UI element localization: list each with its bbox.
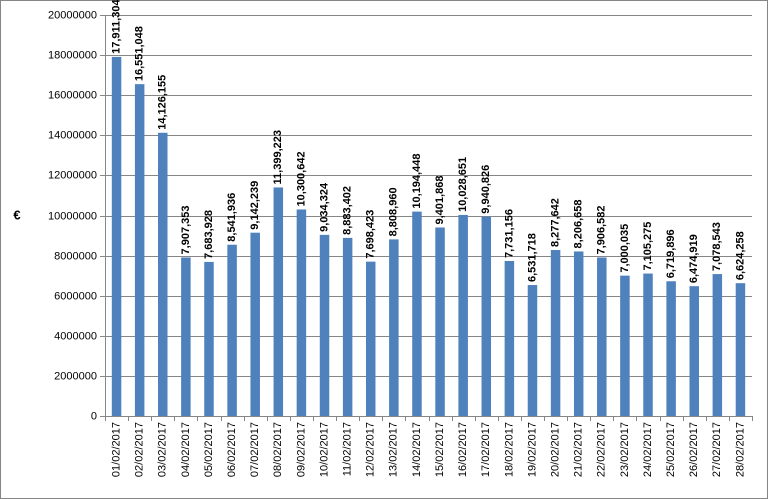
data-label: 6,531,718 (526, 233, 538, 282)
data-label: 14,126,155 (157, 75, 169, 130)
y-axis-label: € (13, 207, 20, 222)
x-tick-label: 19/02/2017 (526, 422, 538, 477)
x-tick-label: 23/02/2017 (619, 422, 631, 477)
bar (342, 237, 353, 416)
data-label: 8,206,658 (573, 200, 585, 249)
bar (296, 209, 307, 416)
bar (250, 232, 260, 416)
bar (111, 56, 122, 416)
x-tick-label: 06/02/2017 (226, 422, 238, 477)
bar (389, 239, 399, 416)
bar (204, 261, 214, 416)
y-tick-label: 12000000 (48, 169, 97, 181)
y-tick-label: 2000000 (54, 370, 97, 382)
data-label: 10,194,448 (411, 154, 423, 209)
x-tick-label: 13/02/2017 (388, 422, 400, 477)
y-tick-label: 6000000 (54, 290, 97, 302)
data-label: 7,906,582 (596, 206, 608, 255)
data-label: 6,719,896 (665, 229, 677, 278)
x-tick-label: 11/02/2017 (342, 422, 354, 476)
x-tick-label: 09/02/2017 (295, 422, 307, 477)
x-tick-label: 22/02/2017 (596, 422, 608, 477)
data-label: 8,808,960 (388, 187, 400, 236)
bar (365, 261, 376, 416)
bar (158, 132, 168, 416)
bar (550, 250, 561, 416)
bar (597, 257, 607, 416)
y-tick-label: 18000000 (48, 49, 97, 61)
data-label: 6,474,919 (688, 234, 700, 283)
x-tick-label: 15/02/2017 (434, 422, 446, 477)
data-label: 9,142,239 (249, 181, 261, 230)
data-label: 8,883,402 (342, 186, 354, 235)
data-label: 9,940,826 (480, 165, 492, 214)
bar (412, 211, 422, 416)
data-label: 9,401,868 (434, 176, 446, 225)
bar (319, 234, 330, 416)
data-label: 17,911,304 (110, 0, 122, 54)
x-tick-label: 28/02/2017 (734, 422, 746, 477)
x-tick-label: 21/02/2017 (573, 422, 585, 477)
x-tick-label: 25/02/2017 (665, 422, 677, 477)
data-label: 8,541,936 (226, 193, 238, 242)
x-tick-label: 02/02/2017 (134, 422, 146, 477)
y-tick-label: 16000000 (48, 89, 97, 101)
x-tick-label: 26/02/2017 (688, 422, 700, 477)
data-label: 7,731,156 (503, 209, 515, 258)
data-label: 6,624,258 (734, 231, 746, 280)
y-tick-label: 0 (91, 410, 97, 422)
y-tick-label: 8000000 (54, 250, 97, 262)
bar (689, 286, 699, 416)
data-label: 8,277,642 (549, 198, 561, 247)
bar (227, 244, 237, 416)
y-tick-label: 4000000 (54, 330, 97, 342)
bar (134, 84, 145, 417)
bar (273, 187, 284, 416)
data-label: 10,028,651 (457, 157, 469, 212)
data-label: 11,399,223 (272, 130, 284, 184)
bar (620, 275, 630, 416)
x-tick-label: 18/02/2017 (503, 422, 515, 477)
data-label: 7,105,275 (642, 222, 654, 271)
x-tick-label: 24/02/2017 (642, 422, 654, 477)
bar (666, 281, 676, 416)
bar (504, 260, 515, 416)
x-tick-label: 01/02/2017 (110, 422, 122, 477)
x-tick-label: 14/02/2017 (411, 422, 423, 477)
data-label: 7,907,353 (180, 206, 192, 255)
bar (435, 227, 445, 416)
data-label: 7,683,928 (203, 210, 215, 259)
bar (735, 283, 746, 416)
data-label: 10,300,642 (295, 151, 307, 206)
data-label: 7,078,543 (711, 222, 723, 271)
data-label: 9,034,324 (318, 182, 330, 232)
bar (458, 214, 468, 416)
data-label: 7,000,035 (619, 224, 631, 273)
y-tick-label: 14000000 (48, 129, 97, 141)
x-tick-label: 05/02/2017 (203, 422, 215, 477)
x-tick-label: 27/02/2017 (711, 422, 723, 477)
x-tick-label: 20/02/2017 (549, 422, 561, 477)
x-tick-label: 12/02/2017 (365, 422, 377, 477)
y-tick-label: 20000000 (48, 9, 97, 21)
x-tick-label: 16/02/2017 (457, 422, 469, 477)
x-tick-label: 10/02/2017 (318, 422, 330, 477)
bar (712, 274, 723, 416)
data-label: 16,551,048 (134, 26, 146, 81)
bar (481, 216, 492, 416)
bar (643, 273, 653, 416)
y-tick-label: 10000000 (48, 210, 97, 222)
x-tick-label: 08/02/2017 (272, 422, 284, 477)
x-tick-label: 17/02/2017 (480, 422, 492, 477)
bar (573, 251, 584, 416)
bar (527, 285, 538, 416)
bar (181, 257, 191, 416)
x-tick-label: 03/02/2017 (157, 422, 169, 477)
x-tick-label: 04/02/2017 (180, 422, 192, 477)
x-tick-label: 07/02/2017 (249, 422, 261, 477)
data-label: 7,698,423 (365, 210, 377, 259)
